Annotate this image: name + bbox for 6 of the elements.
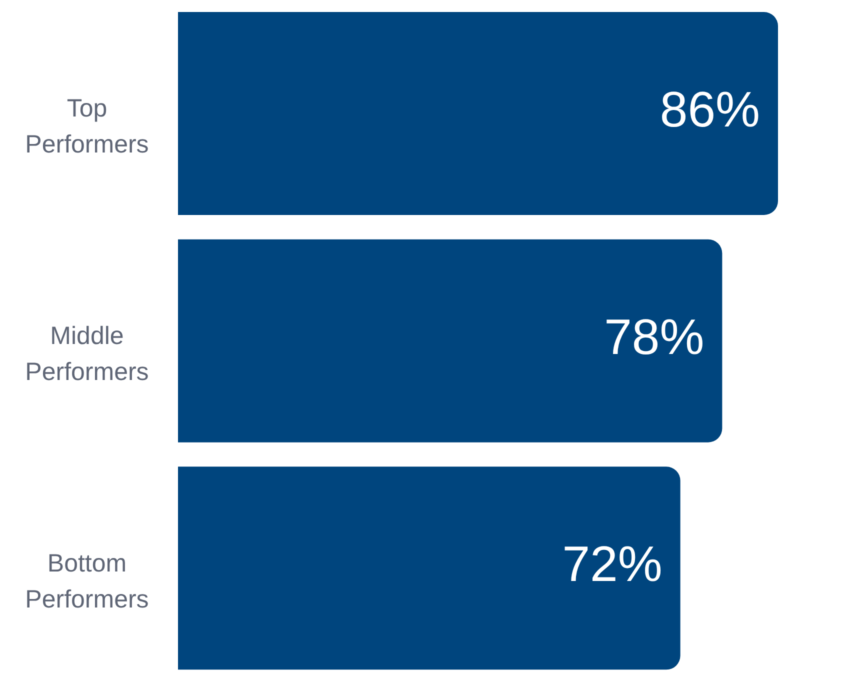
data-label: 72%: [562, 536, 662, 592]
y-tick-label: Top Performers: [25, 94, 149, 159]
y-tick-label: Bottom Performers: [25, 549, 149, 614]
data-label: 78%: [604, 308, 704, 365]
data-label: 86%: [660, 82, 760, 138]
y-tick-label: Middle Performers: [25, 322, 149, 386]
